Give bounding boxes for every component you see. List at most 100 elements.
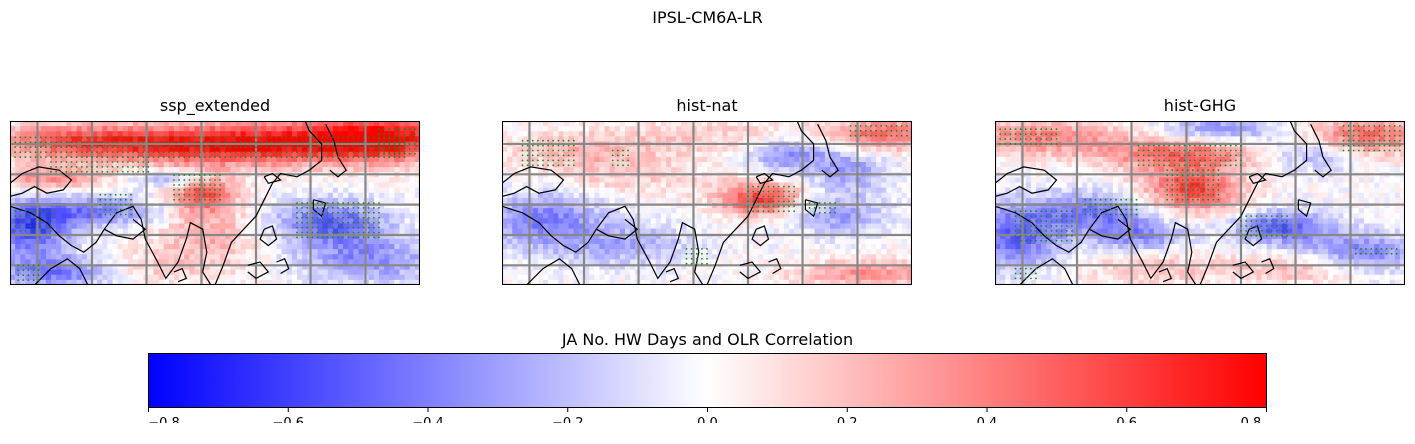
heatmap-cell <box>696 126 703 132</box>
heatmap-cell <box>543 162 549 168</box>
heatmap-cell <box>609 228 616 235</box>
heatmap-cell <box>604 121 611 127</box>
heatmap-cell <box>578 264 585 271</box>
stipple-dot <box>291 151 293 154</box>
heatmap-cell <box>276 249 283 255</box>
heatmap-cell <box>522 279 529 285</box>
heatmap-cell <box>148 228 154 235</box>
heatmap-cell <box>327 269 334 276</box>
heatmap-cell <box>71 162 78 168</box>
heatmap-cell <box>660 177 667 183</box>
heatmap-cell <box>163 249 170 255</box>
heatmap-cell <box>168 233 175 240</box>
heatmap-cell <box>701 213 708 219</box>
heatmap-cell <box>266 274 272 281</box>
stipple-dot <box>224 136 227 139</box>
heatmap-cell <box>353 254 359 260</box>
stipple-dot <box>86 170 88 173</box>
heatmap-cell <box>225 238 231 245</box>
heatmap-cell <box>250 177 257 183</box>
heatmap-cell <box>650 238 657 245</box>
heatmap-cell <box>30 238 37 245</box>
heatmap-cell <box>194 208 201 214</box>
heatmap-cell <box>384 238 390 245</box>
heatmap-cell <box>327 279 334 285</box>
heatmap-cell <box>97 182 103 189</box>
heatmap-cell <box>92 187 98 194</box>
stipple-dot <box>383 152 385 155</box>
heatmap-cell <box>25 131 31 137</box>
heatmap-cell <box>343 151 349 158</box>
heatmap-cell <box>368 151 375 158</box>
heatmap-cell <box>660 167 667 173</box>
stipple-dot <box>301 136 303 139</box>
heatmap-cell <box>666 228 672 235</box>
stipple-dot <box>27 264 30 267</box>
stipple-dot <box>311 211 314 214</box>
heatmap-cell <box>568 151 575 158</box>
heatmap-cell <box>10 233 16 240</box>
heatmap-cell <box>276 254 283 260</box>
stipple-dot <box>50 230 52 232</box>
heatmap-cell <box>507 238 513 245</box>
heatmap-cell <box>250 156 257 163</box>
stipple-dot <box>311 141 314 144</box>
heatmap-cell <box>76 213 83 219</box>
heatmap-cell <box>92 177 98 183</box>
heatmap-cell <box>51 162 57 168</box>
heatmap-cell <box>681 269 687 276</box>
stipple-dot <box>183 156 186 158</box>
heatmap-cell <box>742 187 749 194</box>
heatmap-cell <box>56 264 62 271</box>
stipple-dot <box>27 269 30 272</box>
stipple-dot <box>326 207 329 209</box>
heatmap-cell <box>589 264 595 271</box>
heatmap-cell <box>604 269 611 276</box>
heatmap-cell <box>604 264 611 271</box>
heatmap-cell <box>379 187 385 194</box>
heatmap-cell <box>92 218 98 224</box>
heatmap-cell <box>338 244 344 250</box>
stipple-dot <box>316 141 319 144</box>
stipple-dot <box>296 236 298 239</box>
stipple-dot <box>337 211 339 214</box>
heatmap-cell <box>517 244 523 250</box>
stipple-dot <box>239 151 242 154</box>
heatmap-cell <box>338 223 344 230</box>
heatmap-cell <box>138 182 144 189</box>
stipple-dot <box>132 141 134 144</box>
stipple-dot <box>342 226 344 229</box>
heatmap-cell <box>584 151 590 158</box>
heatmap-cell <box>589 203 595 209</box>
heatmap-cell <box>712 182 718 189</box>
heatmap-cell <box>707 238 713 245</box>
heatmap-cell <box>92 156 98 163</box>
heatmap-cell <box>71 233 78 240</box>
heatmap-cell <box>655 182 662 189</box>
heatmap-cell <box>399 156 406 163</box>
heatmap-cell <box>215 156 221 163</box>
heatmap-cell <box>696 136 703 142</box>
heatmap-cell <box>650 192 657 199</box>
heatmap-cell <box>127 126 134 132</box>
heatmap-cell <box>122 131 129 137</box>
heatmap-cell <box>732 182 739 189</box>
heatmap-cell <box>666 269 672 276</box>
heatmap-cell <box>122 259 129 265</box>
heatmap-cell <box>742 182 749 189</box>
heatmap-cell <box>327 259 334 265</box>
heatmap-cell <box>220 151 226 158</box>
heatmap-cell <box>666 136 672 142</box>
stipple-dot <box>137 170 139 173</box>
heatmap-cell <box>209 167 216 173</box>
heatmap-cell <box>537 151 544 158</box>
heatmap-cell <box>204 233 211 240</box>
heatmap-cell <box>573 228 580 235</box>
heatmap-cell <box>553 269 559 276</box>
heatmap-cell <box>358 279 365 285</box>
heatmap-cell <box>97 167 103 173</box>
heatmap-cell <box>707 136 713 142</box>
heatmap-cell <box>609 264 616 271</box>
heatmap-cell <box>558 167 564 173</box>
heatmap-cell <box>220 136 226 142</box>
